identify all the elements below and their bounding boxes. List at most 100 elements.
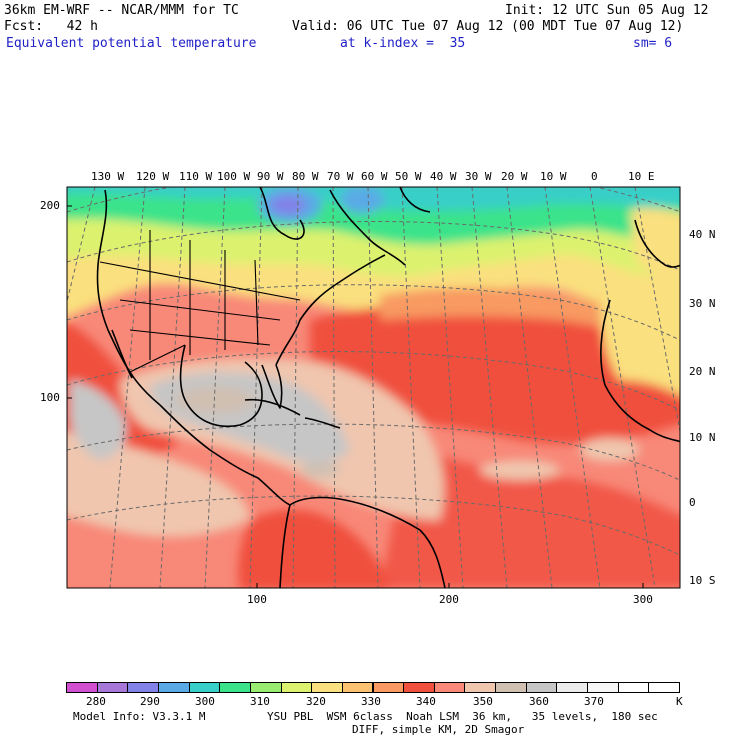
legend-swatch: [433, 682, 466, 693]
physics-info: YSU PBL WSM 6class Noah LSM 36 km, 35 le…: [267, 710, 658, 723]
legend-label-350: 350: [473, 695, 493, 708]
grid-lon-0: [589, 187, 656, 588]
grid-lon-60W: [367, 187, 379, 588]
map-frame: [66, 186, 681, 589]
grid-lat-10N: [67, 351, 680, 411]
grid-lon-130W: [67, 187, 96, 304]
grid-lat-0: [67, 423, 680, 481]
frame-ticks: [67, 205, 644, 588]
grid-lat-10S: [67, 495, 680, 556]
forecast-hour: Fcst: 42 h: [4, 19, 98, 34]
legend-swatch: [157, 682, 190, 693]
legend-swatch: [249, 682, 282, 693]
legend-swatch: [617, 682, 650, 693]
field-cell-3: [580, 438, 640, 462]
field-cell-2: [480, 460, 560, 480]
diffusion-info: DIFF, simple KM, 2D Smagor: [352, 723, 525, 736]
lon-label-50w: 50 W: [395, 170, 422, 183]
grid-lon-40W: [436, 187, 464, 588]
lat-label-10n: 10 N: [689, 431, 716, 444]
legend-swatch: [525, 682, 558, 693]
coast-labrador: [329, 189, 406, 266]
lon-label-80w: 80 W: [292, 170, 319, 183]
field-grey-2: [175, 386, 255, 414]
coast-hudson: [259, 187, 305, 240]
legend-swatch: [66, 682, 98, 693]
legend-swatch: [280, 682, 313, 693]
legend-swatch: [556, 682, 589, 693]
grid-lat-30N: [67, 220, 680, 271]
field-hot-south: [380, 440, 680, 588]
grid-lon-70W: [332, 187, 336, 588]
lon-label-20w: 20 W: [501, 170, 528, 183]
lat-label-0: 0: [689, 496, 696, 509]
lon-label-60w: 60 W: [361, 170, 388, 183]
level-index: at k-index = 35: [340, 36, 466, 51]
lon-label-10w: 10 W: [540, 170, 567, 183]
legend-swatch: [311, 682, 343, 693]
coast-africa: [600, 299, 680, 443]
coastlines: [96, 187, 680, 588]
legend-swatch: [464, 682, 497, 693]
model-info: Model Info: V3.3.1 M: [73, 710, 206, 723]
grid-lat-20N: [67, 284, 680, 341]
coast-baja: [111, 329, 133, 379]
coast-hispaniola: [304, 417, 341, 429]
legend-swatch: [341, 682, 374, 693]
coast-europe: [634, 219, 680, 268]
latlon-grid: [67, 187, 680, 588]
legend-label-280: 280: [86, 695, 106, 708]
field-name: Equivalent potential temperature: [6, 36, 257, 51]
legend-swatch: [495, 682, 527, 693]
grid-lon-50W: [401, 187, 421, 588]
lat-label-40n: 40 N: [689, 228, 716, 241]
grid-lat-40N: [67, 187, 680, 213]
field-cold-core-2: [340, 187, 384, 214]
border-us-canada: [99, 261, 301, 301]
legend-swatch: [188, 682, 221, 693]
coast-na-east: [275, 254, 386, 366]
grid-index-bottom-200: 200: [439, 593, 459, 606]
coast-na-west: [96, 189, 161, 406]
lon-label-10e: 10 E: [628, 170, 655, 183]
legend-label-340: 340: [416, 695, 436, 708]
legend-swatch: [648, 682, 680, 693]
field-cell-1: [300, 462, 340, 478]
field-hot-sa: [238, 509, 390, 588]
grid-lon-100W: [204, 187, 226, 588]
lon-label-70w: 70 W: [327, 170, 354, 183]
field-europe: [630, 207, 680, 288]
lat-label-30n: 30 N: [689, 297, 716, 310]
grid-index-bottom-100: 100: [247, 593, 267, 606]
legend-label-290: 290: [140, 695, 160, 708]
lon-label-90w: 90 W: [257, 170, 284, 183]
grid-index-left-100: 100: [40, 391, 60, 404]
legend-label-300: 300: [195, 695, 215, 708]
lon-label-30w: 30 W: [465, 170, 492, 183]
legend-swatch: [372, 682, 405, 693]
lat-label-20n: 20 N: [689, 365, 716, 378]
grid-lon-20W: [506, 187, 553, 588]
legend-label-320: 320: [306, 695, 326, 708]
political-borders: [99, 230, 301, 373]
legend-label-370: 370: [584, 695, 604, 708]
lon-label-100w: 100 W: [217, 170, 251, 183]
legend-swatch: [127, 682, 159, 693]
lon-label-40w: 40 W: [430, 170, 457, 183]
grid-lon-80W: [292, 187, 299, 588]
border-states: [119, 230, 281, 360]
field-grey-mexico: [70, 380, 127, 460]
grid-index-left-200: 200: [40, 199, 60, 212]
field-tan-pacific: [67, 431, 250, 537]
legend-label-330: 330: [361, 695, 381, 708]
lat-label-10s: 10 S: [689, 574, 716, 587]
legend-swatch: [587, 682, 619, 693]
lon-label-120w: 120 W: [136, 170, 170, 183]
lon-label-110w: 110 W: [179, 170, 213, 183]
legend-swatch: [96, 682, 129, 693]
coast-central-america: [159, 404, 291, 506]
coast-florida: [261, 364, 283, 409]
lon-label-0: 0: [591, 170, 598, 183]
valid-time: Valid: 06 UTC Tue 07 Aug 12 (00 MDT Tue …: [292, 19, 684, 34]
